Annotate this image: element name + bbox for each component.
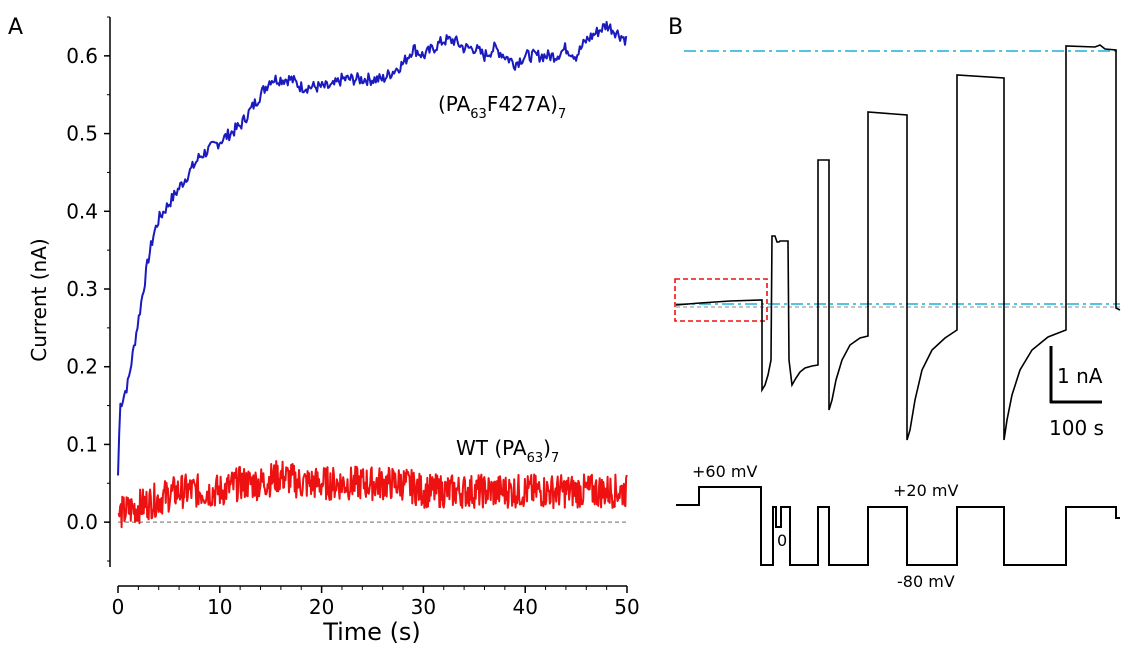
- y-tick-label: 0.3: [66, 277, 98, 301]
- x-tick-label: 50: [614, 595, 639, 619]
- y-tick-label: 0.6: [66, 44, 98, 68]
- x-tick-label: 40: [512, 595, 537, 619]
- series-line-wt: [117, 460, 628, 529]
- panel-a-label: A: [8, 15, 23, 40]
- scale-bar-current-label: 1 nA: [1057, 364, 1103, 388]
- panel-a-plot: 0.0 0.1 0.2 0.3 0.4 0.5 0.6 0 10 20 30 40 50: [66, 16, 640, 619]
- zoom-box: [674, 278, 768, 322]
- x-axis-title: Time (s): [322, 618, 421, 646]
- x-tick-label: 30: [411, 595, 436, 619]
- y-tick-label: 0.0: [66, 510, 98, 534]
- y-tick-label: 0.2: [66, 355, 98, 379]
- protocol-label-plus60: +60 mV: [692, 462, 757, 481]
- series-line-mutant: [117, 20, 628, 476]
- protocol-label-minus80: -80 mV: [897, 572, 955, 591]
- y-tick-label: 0.4: [66, 199, 98, 223]
- protocol-label-zero: 0: [777, 531, 787, 550]
- panel-b-label: B: [668, 15, 683, 40]
- series-label-mutant: (PA63F427A)7: [438, 92, 566, 122]
- current-trace: [675, 44, 1121, 441]
- x-tick-label: 20: [309, 595, 334, 619]
- x-tick-label: 0: [112, 595, 125, 619]
- scale-bar-time-label: 100 s: [1049, 416, 1104, 440]
- panel-b-trace: 1 nA 100 s +60 mV +20 mV 0 -80 mV: [674, 44, 1121, 591]
- y-axis-title: Current (nA): [27, 238, 51, 361]
- y-tick-label: 0.1: [66, 432, 98, 456]
- voltage-protocol: [676, 486, 1120, 566]
- protocol-label-plus20: +20 mV: [893, 481, 958, 500]
- series-label-wt: WT (PA63)7: [456, 436, 559, 466]
- y-tick-label: 0.5: [66, 122, 98, 146]
- x-tick-label: 10: [207, 595, 232, 619]
